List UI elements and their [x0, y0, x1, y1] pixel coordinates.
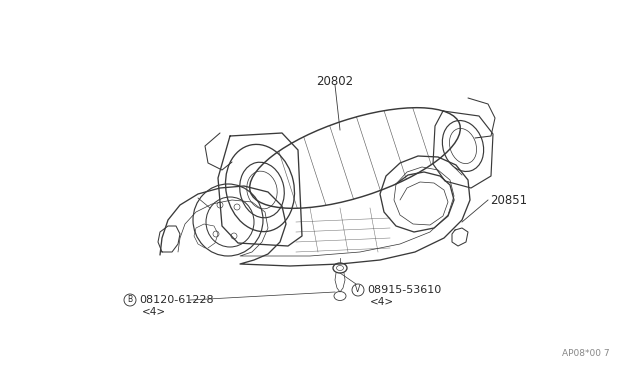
Text: V: V: [355, 285, 360, 295]
Text: 20802: 20802: [316, 75, 353, 88]
Text: 08120-61228: 08120-61228: [139, 295, 214, 305]
Text: 20851: 20851: [490, 193, 527, 206]
Text: B: B: [127, 295, 132, 305]
Text: <4>: <4>: [142, 307, 166, 317]
Text: 08915-53610: 08915-53610: [367, 285, 441, 295]
Text: AP08*00 7: AP08*00 7: [563, 349, 610, 358]
Text: <4>: <4>: [370, 297, 394, 307]
